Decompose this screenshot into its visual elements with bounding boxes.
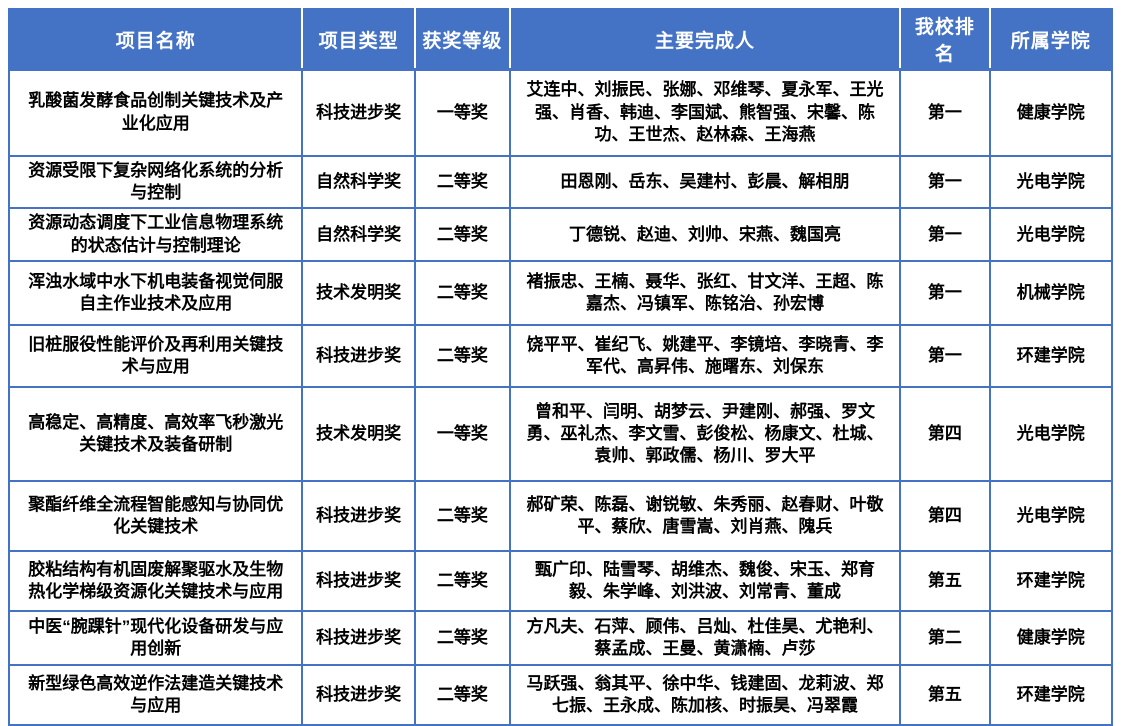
school-rank-cell: 第一	[899, 260, 991, 327]
project-name-cell: 资源受限下复杂网络化系统的分析与控制	[7, 154, 304, 210]
table-row: 浑浊水域中水下机电装备视觉伺服自主作业技术及应用 技术发明奖 二等奖 褚振忠、王…	[7, 260, 1114, 327]
project-type-cell: 技术发明奖	[301, 260, 416, 327]
college-cell: 环建学院	[988, 324, 1114, 389]
school-rank-cell: 第四	[899, 480, 991, 553]
header-project-name: 项目名称	[7, 8, 304, 71]
project-type-cell: 科技进步奖	[301, 480, 416, 553]
award-level-cell: 二等奖	[413, 154, 511, 210]
project-name-cell: 乳酸菌发酵食品创制关键技术及产业化应用	[7, 68, 304, 157]
table-row: 高稳定、高精度、高效率飞秒激光关键技术及装备研制 技术发明奖 一等奖 曾和平、闫…	[7, 386, 1114, 483]
award-level-cell: 二等奖	[413, 480, 511, 553]
school-rank-cell: 第一	[899, 324, 991, 389]
project-name-cell: 资源动态调度下工业信息物理系统的状态估计与控制理论	[7, 207, 304, 263]
award-level-cell: 二等奖	[413, 207, 511, 263]
table-body: 乳酸菌发酵食品创制关键技术及产业化应用 科技进步奖 一等奖 艾连中、刘振民、张娜…	[7, 68, 1114, 726]
project-name-cell: 旧桩服役性能评价及再利用关键技术与应用	[7, 324, 304, 389]
college-cell: 环建学院	[988, 664, 1114, 726]
school-rank-cell: 第二	[899, 610, 991, 667]
award-level-cell: 二等奖	[413, 550, 511, 613]
project-type-cell: 科技进步奖	[301, 68, 416, 157]
school-rank-cell: 第五	[899, 550, 991, 613]
school-rank-cell: 第四	[899, 386, 991, 483]
contributors-cell: 饶平平、崔纪飞、姚建平、李镜培、李晓青、李军代、高昇伟、施曙东、刘保东	[508, 324, 902, 389]
contributors-cell: 方凡夫、石萍、顾伟、吕灿、杜佳昊、尤艳利、蔡孟成、王曼、黄潇楠、卢莎	[508, 610, 902, 667]
table-row: 资源动态调度下工业信息物理系统的状态估计与控制理论 自然科学奖 二等奖 丁德锐、…	[7, 207, 1114, 263]
table-row: 乳酸菌发酵食品创制关键技术及产业化应用 科技进步奖 一等奖 艾连中、刘振民、张娜…	[7, 68, 1114, 157]
school-rank-cell: 第五	[899, 664, 991, 726]
project-type-cell: 自然科学奖	[301, 154, 416, 210]
project-name-cell: 中医“腕踝针”现代化设备研发与应用创新	[7, 610, 304, 667]
project-name-cell: 浑浊水域中水下机电装备视觉伺服自主作业技术及应用	[7, 260, 304, 327]
school-rank-cell: 第一	[899, 68, 991, 157]
school-rank-cell: 第一	[899, 207, 991, 263]
table-row: 资源受限下复杂网络化系统的分析与控制 自然科学奖 二等奖 田恩刚、岳东、吴建村、…	[7, 154, 1114, 210]
project-name-cell: 高稳定、高精度、高效率飞秒激光关键技术及装备研制	[7, 386, 304, 483]
project-type-cell: 科技进步奖	[301, 550, 416, 613]
college-cell: 健康学院	[988, 68, 1114, 157]
college-cell: 光电学院	[988, 154, 1114, 210]
contributors-cell: 褚振忠、王楠、聂华、张红、甘文洋、王超、陈嘉杰、冯镇军、陈铭治、孙宏博	[508, 260, 902, 327]
college-cell: 光电学院	[988, 386, 1114, 483]
award-level-cell: 二等奖	[413, 324, 511, 389]
header-contributors: 主要完成人	[508, 8, 902, 71]
project-name-cell: 新型绿色高效逆作法建造关键技术与应用	[7, 664, 304, 726]
college-cell: 光电学院	[988, 207, 1114, 263]
project-name-cell: 聚酯纤维全流程智能感知与协同优化关键技术	[7, 480, 304, 553]
table-row: 旧桩服役性能评价及再利用关键技术与应用 科技进步奖 二等奖 饶平平、崔纪飞、姚建…	[7, 324, 1114, 389]
contributors-cell: 甄广印、陆雪琴、胡维杰、魏俊、宋玉、郑育毅、朱学峰、刘洪波、刘常青、董成	[508, 550, 902, 613]
table-row: 聚酯纤维全流程智能感知与协同优化关键技术 科技进步奖 二等奖 郝矿荣、陈磊、谢锐…	[7, 480, 1114, 553]
college-cell: 机械学院	[988, 260, 1114, 327]
project-name-cell: 胶粘结构有机固废解聚驱水及生物热化学梯级资源化关键技术与应用	[7, 550, 304, 613]
award-level-cell: 二等奖	[413, 260, 511, 327]
project-type-cell: 技术发明奖	[301, 386, 416, 483]
award-level-cell: 一等奖	[413, 68, 511, 157]
header-award-level: 获奖等级	[413, 8, 511, 71]
award-level-cell: 二等奖	[413, 610, 511, 667]
college-cell: 健康学院	[988, 610, 1114, 667]
table-row: 中医“腕踝针”现代化设备研发与应用创新 科技进步奖 二等奖 方凡夫、石萍、顾伟、…	[7, 610, 1114, 667]
award-level-cell: 二等奖	[413, 664, 511, 726]
contributors-cell: 田恩刚、岳东、吴建村、彭晨、解相朋	[508, 154, 902, 210]
project-type-cell: 自然科学奖	[301, 207, 416, 263]
contributors-cell: 曾和平、闫明、胡梦云、尹建刚、郝强、罗文勇、巫礼杰、李文雪、彭俊松、杨康文、杜城…	[508, 386, 902, 483]
project-type-cell: 科技进步奖	[301, 610, 416, 667]
contributors-cell: 丁德锐、赵迪、刘帅、宋燕、魏国亮	[508, 207, 902, 263]
table-row: 新型绿色高效逆作法建造关键技术与应用 科技进步奖 二等奖 马跃强、翁其平、徐中华…	[7, 664, 1114, 726]
school-rank-cell: 第一	[899, 154, 991, 210]
table-row: 胶粘结构有机固废解聚驱水及生物热化学梯级资源化关键技术与应用 科技进步奖 二等奖…	[7, 550, 1114, 613]
header-school-rank: 我校排名	[899, 8, 991, 71]
award-level-cell: 一等奖	[413, 386, 511, 483]
contributors-cell: 马跃强、翁其平、徐中华、钱建固、龙莉波、郑七振、王永成、陈加核、时振昊、冯翠霞	[508, 664, 902, 726]
college-cell: 光电学院	[988, 480, 1114, 553]
header-row: 项目名称 项目类型 获奖等级 主要完成人 我校排名 所属学院	[7, 8, 1114, 71]
header-project-type: 项目类型	[301, 8, 416, 71]
project-type-cell: 科技进步奖	[301, 324, 416, 389]
contributors-cell: 艾连中、刘振民、张娜、邓维琴、夏永军、王光强、肖香、韩迪、李国斌、熊智强、宋馨、…	[508, 68, 902, 157]
project-type-cell: 科技进步奖	[301, 664, 416, 726]
contributors-cell: 郝矿荣、陈磊、谢锐敏、朱秀丽、赵春财、叶敬平、蔡欣、唐雪嵩、刘肖燕、隗兵	[508, 480, 902, 553]
header-college: 所属学院	[988, 8, 1114, 71]
college-cell: 环建学院	[988, 550, 1114, 613]
awards-table: 项目名称 项目类型 获奖等级 主要完成人 我校排名 所属学院 乳酸菌发酵食品创制…	[7, 8, 1114, 726]
